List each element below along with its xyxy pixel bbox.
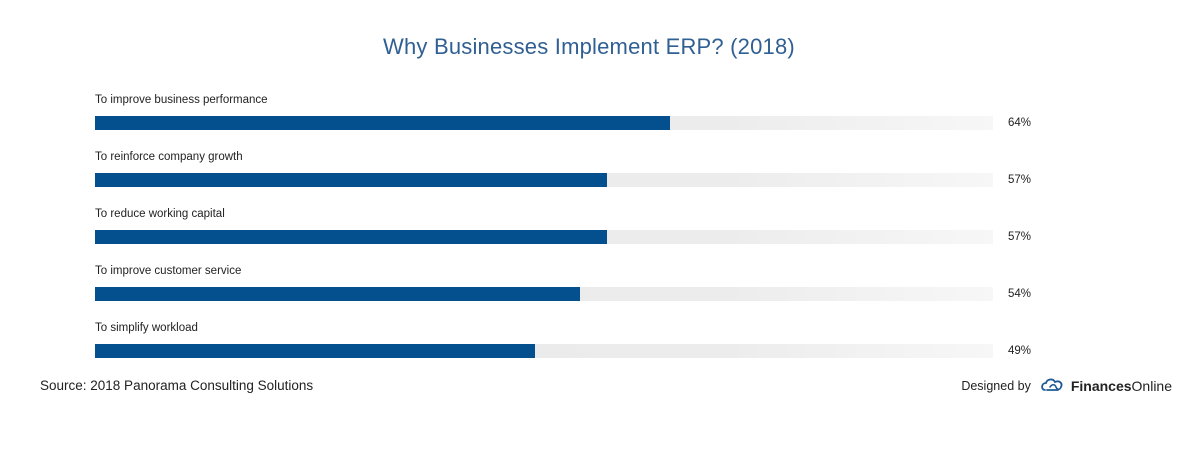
bar-category-label: To improve customer service xyxy=(95,265,242,277)
bar-chart: To improve business performance 64% To rei… xyxy=(95,92,1055,372)
source-note: Source: 2018 Panorama Consulting Solutio… xyxy=(40,378,314,393)
bar-category-label: To simplify workload xyxy=(95,322,198,334)
bar xyxy=(95,230,607,244)
brand-name-regular: Online xyxy=(1131,378,1172,394)
designed-by-text: Designed by xyxy=(961,379,1031,393)
bar-category-label: To improve business performance xyxy=(95,94,268,106)
bar-track xyxy=(95,173,993,187)
bar-value-label: 54% xyxy=(1008,288,1032,300)
bar-value-label: 57% xyxy=(1008,231,1032,243)
bar-row: To improve business performance 64% xyxy=(95,92,1055,132)
bar-row: To simplify workload 49% xyxy=(95,320,1055,360)
bar-category-label: To reduce working capital xyxy=(95,208,225,220)
bar-value-label: 49% xyxy=(1008,345,1032,357)
financesonline-logo-icon xyxy=(1041,378,1065,394)
bar xyxy=(95,287,580,301)
bar-value-label: 64% xyxy=(1008,117,1032,129)
bar xyxy=(95,344,536,358)
bar xyxy=(95,173,607,187)
bar-track xyxy=(95,344,993,358)
brand-name: FinancesOnline xyxy=(1071,378,1172,394)
bar-row: To reduce working capital 57% xyxy=(95,206,1055,246)
bar-row: To reinforce company growth 57% xyxy=(95,149,1055,189)
bar xyxy=(95,116,670,130)
bar-track xyxy=(95,230,993,244)
bar-value-label: 57% xyxy=(1008,174,1032,186)
bar-category-label: To reinforce company growth xyxy=(95,151,243,163)
brand-name-bold: Finances xyxy=(1070,378,1132,394)
bar-row: To improve customer service 54% xyxy=(95,263,1055,303)
chart-title: Why Businesses Implement ERP? (2018) xyxy=(383,34,795,59)
bar-track xyxy=(95,116,993,130)
bar-track xyxy=(95,287,993,301)
designer-credit: Designed by FinancesOnline xyxy=(961,376,1172,396)
